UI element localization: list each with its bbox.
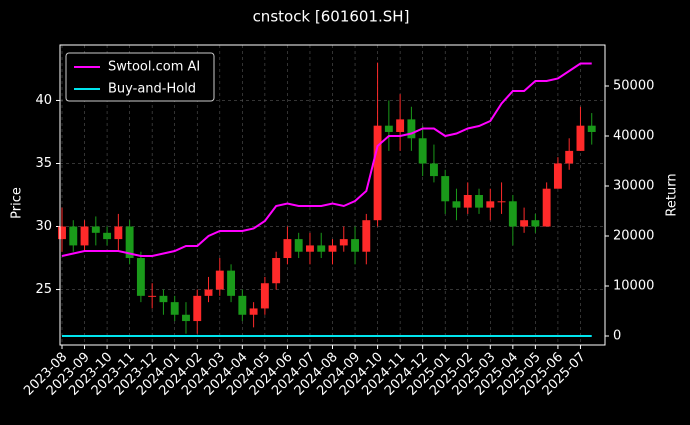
y-tick-label: 25 [35, 282, 52, 297]
legend-frame [65, 52, 215, 102]
plot-frame [59, 44, 606, 346]
candle-body [159, 295, 168, 303]
candle-body [272, 258, 281, 284]
candle-body [373, 125, 382, 221]
candle-body [339, 239, 348, 246]
candle-body [148, 295, 157, 297]
candle-body [384, 125, 393, 132]
candle-body [260, 283, 269, 309]
y2-tick-label: 20000 [613, 229, 654, 244]
candle-body [396, 119, 405, 132]
legend: Swtool.com AI Buy-and-Hold [65, 52, 215, 102]
candle-body [486, 201, 495, 208]
candle-body [103, 232, 112, 240]
candle-body [283, 239, 292, 259]
candle-body [58, 226, 66, 240]
y2-tick-label: 50000 [613, 79, 654, 94]
y-tick-label: 30 [35, 219, 52, 234]
return-line [61, 62, 592, 257]
candle-body [565, 150, 574, 164]
candle-body [497, 201, 506, 203]
candle-body [193, 295, 202, 322]
chart-title: cnstock [601601.SH] [253, 8, 410, 26]
y2-axis-label: Return [665, 173, 680, 216]
candle-body [418, 138, 427, 164]
candle-body [553, 163, 562, 189]
candle-body [407, 119, 416, 139]
candle-body [328, 245, 337, 252]
candle-body [114, 226, 123, 240]
candle-body [238, 295, 247, 315]
candle-body [294, 239, 303, 252]
candle-body [452, 201, 461, 208]
candle-body [351, 239, 359, 252]
y2-tick-label: 10000 [613, 279, 654, 294]
y-axis-label: Price [10, 187, 25, 219]
candle-body [587, 125, 596, 132]
y2-tick-label: 40000 [613, 129, 654, 144]
candle-body [317, 245, 326, 252]
candle-body [80, 226, 89, 246]
legend-label: Buy-and-Hold [108, 82, 196, 97]
candle-body [227, 270, 236, 296]
candle-body [69, 226, 78, 246]
candle-body [508, 201, 517, 227]
candle-body [463, 195, 472, 208]
candle-body [520, 220, 529, 227]
candle-body [542, 188, 551, 227]
candle-body [576, 125, 585, 151]
candle-body [249, 308, 258, 315]
y-tick-label: 40 [35, 93, 52, 108]
candle-body [170, 302, 179, 315]
candle-body [429, 163, 438, 177]
candle-body [182, 314, 190, 322]
candle-body [204, 289, 213, 296]
candle-body [306, 245, 314, 252]
candle-body [215, 270, 224, 290]
y-tick-label: 35 [35, 156, 52, 171]
y2-tick-label: 30000 [613, 179, 654, 194]
candle-body [362, 220, 371, 252]
candle-body [136, 258, 145, 296]
candle-body [91, 226, 100, 233]
candle-body [441, 176, 450, 202]
candle-body [531, 220, 540, 227]
candle-body [475, 195, 483, 208]
legend-label: Swtool.com AI [108, 60, 200, 75]
candle-body [125, 226, 134, 259]
y2-tick-label: 0 [613, 329, 621, 344]
